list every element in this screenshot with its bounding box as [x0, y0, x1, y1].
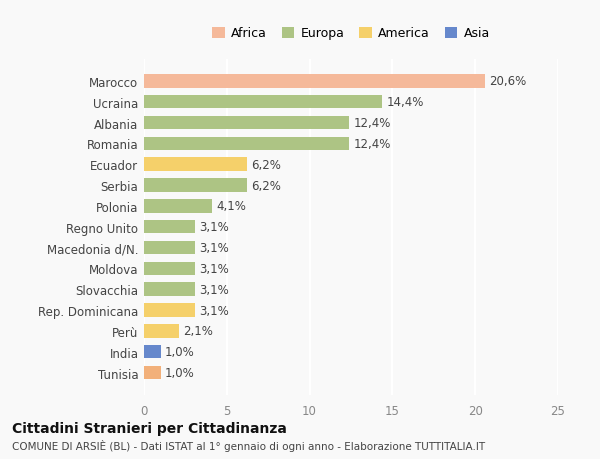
Text: 1,0%: 1,0%: [164, 366, 194, 379]
Bar: [144, 117, 349, 130]
Bar: [144, 158, 247, 172]
Text: 3,1%: 3,1%: [199, 304, 229, 317]
Text: 14,4%: 14,4%: [386, 96, 424, 109]
Text: 4,1%: 4,1%: [216, 200, 246, 213]
Text: Cittadini Stranieri per Cittadinanza: Cittadini Stranieri per Cittadinanza: [12, 421, 287, 435]
Bar: [144, 303, 196, 317]
Text: 6,2%: 6,2%: [251, 158, 281, 171]
Text: 3,1%: 3,1%: [199, 221, 229, 234]
Text: 6,2%: 6,2%: [251, 179, 281, 192]
Bar: [144, 220, 196, 234]
Text: 12,4%: 12,4%: [353, 138, 391, 151]
Bar: [144, 325, 179, 338]
Bar: [144, 95, 382, 109]
Text: 3,1%: 3,1%: [199, 241, 229, 254]
Bar: [144, 137, 349, 151]
Text: 1,0%: 1,0%: [164, 346, 194, 358]
Bar: [144, 200, 212, 213]
Text: 20,6%: 20,6%: [489, 75, 527, 88]
Text: 12,4%: 12,4%: [353, 117, 391, 130]
Text: COMUNE DI ARSIÈ (BL) - Dati ISTAT al 1° gennaio di ogni anno - Elaborazione TUTT: COMUNE DI ARSIÈ (BL) - Dati ISTAT al 1° …: [12, 439, 485, 451]
Bar: [144, 366, 161, 380]
Text: 2,1%: 2,1%: [183, 325, 213, 338]
Bar: [144, 283, 196, 297]
Text: 3,1%: 3,1%: [199, 262, 229, 275]
Bar: [144, 179, 247, 192]
Bar: [144, 262, 196, 275]
Legend: Africa, Europa, America, Asia: Africa, Europa, America, Asia: [207, 22, 495, 45]
Bar: [144, 241, 196, 255]
Bar: [144, 75, 485, 89]
Text: 3,1%: 3,1%: [199, 283, 229, 296]
Bar: [144, 345, 161, 359]
